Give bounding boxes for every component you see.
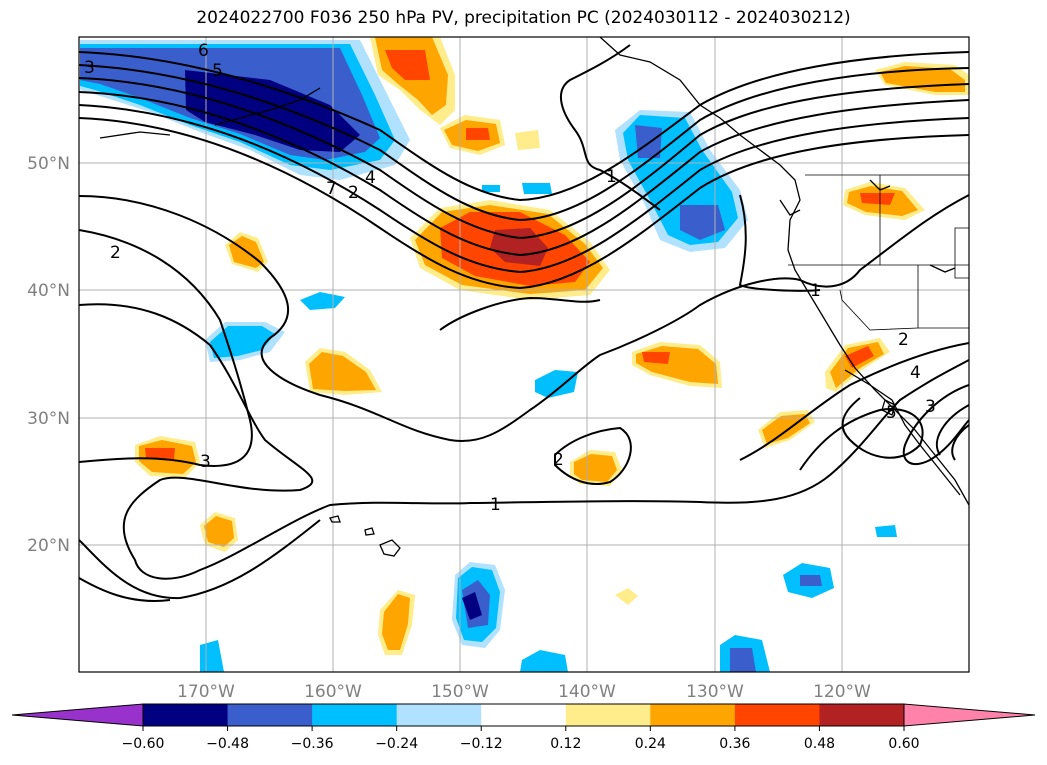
lat-label: 20°N	[27, 536, 70, 556]
colorbar: −0.60 −0.48 −0.36 −0.24 −0.12 0.12 0.24 0.36 0.4…	[11, 703, 1036, 752]
map-title: 2024022700 F036 250 hPa PV, precipitatio…	[196, 8, 851, 28]
contour-label: 4	[365, 168, 376, 188]
colorbar-tick-label: −0.12	[460, 736, 503, 752]
lat-label: 30°N	[27, 409, 70, 429]
map-panel: 1 1 1 2 2 2 2 3 3 3 4 4 5 5 6 7	[79, 37, 969, 672]
colorbar-tick-label: −0.24	[375, 736, 418, 752]
colorbar-tick-label: −0.48	[206, 736, 249, 752]
contour-label: 2	[553, 450, 564, 470]
pv-contours	[79, 44, 969, 602]
contour-label: 3	[84, 58, 95, 78]
colorbar-swatch	[819, 704, 905, 726]
colorbar-tick-label: 0.24	[635, 736, 666, 752]
lon-label: 150°W	[431, 682, 489, 702]
colorbar-tick-label: 0.48	[804, 736, 835, 752]
lon-label: 170°W	[177, 682, 235, 702]
longitude-labels: 170°W 160°W 150°W 140°W 130°W 120°W	[177, 682, 871, 702]
colorbar-swatch	[396, 704, 482, 726]
colorbar-swatch	[143, 704, 229, 726]
lon-label: 140°W	[558, 682, 616, 702]
contour-label: 1	[606, 167, 617, 187]
contour-label: 7	[326, 179, 337, 199]
colorbar-extend-high	[903, 703, 1036, 727]
lon-label: 160°W	[304, 682, 362, 702]
contour-labels: 1 1 1 2 2 2 2 3 3 3 4 4 5 5 6 7	[84, 41, 936, 515]
colorbar-swatch	[565, 704, 651, 726]
colorbar-tick-label: −0.60	[122, 736, 165, 752]
colorbar-tick-label: 0.36	[719, 736, 750, 752]
lat-label: 40°N	[27, 281, 70, 301]
colorbar-swatch	[227, 704, 313, 726]
contour-label: 2	[898, 330, 909, 350]
contour-label: 1	[490, 495, 501, 515]
colorbar-swatch	[650, 704, 736, 726]
colorbar-tick-label: 0.60	[888, 736, 919, 752]
colorbar-swatch	[734, 704, 820, 726]
contour-label: 4	[910, 363, 921, 383]
colorbar-frame	[142, 703, 905, 727]
graticule	[79, 37, 969, 672]
contour-label: 3	[200, 452, 211, 472]
contour-label: 3	[925, 397, 936, 417]
lon-label: 120°W	[813, 682, 871, 702]
colorbar-tick-label: 0.12	[550, 736, 581, 752]
contour-label: 2	[348, 183, 359, 203]
contour-label: 2	[110, 243, 121, 263]
contour-label: 1	[810, 281, 821, 301]
lon-label: 130°W	[686, 682, 744, 702]
map-frame	[78, 36, 970, 673]
contour-label: 5	[212, 61, 223, 81]
colorbar-swatch	[481, 704, 567, 726]
colorbar-swatch	[312, 704, 398, 726]
lat-label: 50°N	[27, 154, 70, 174]
colorbar-tick-label: −0.36	[291, 736, 334, 752]
latitude-labels: 50°N 40°N 30°N 20°N	[27, 154, 70, 556]
contour-label: 5	[886, 403, 897, 423]
contour-label: 6	[198, 41, 209, 61]
colorbar-extend-low	[11, 703, 144, 727]
political-borders	[788, 174, 969, 331]
